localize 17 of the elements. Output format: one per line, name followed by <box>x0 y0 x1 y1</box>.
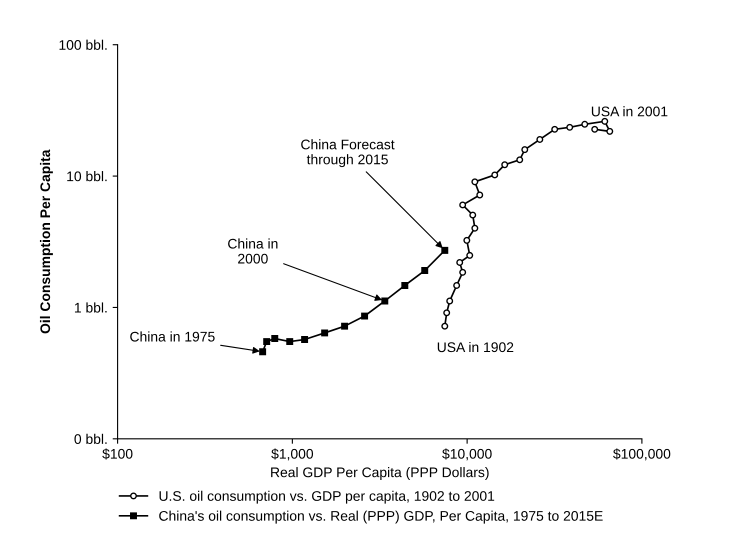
annotation: USA in 2001 <box>592 106 668 116</box>
y-tick-label: 0 bbl. <box>74 434 107 444</box>
legend-label: China's oil consumption vs. Real (PPP) GDP, Per Capita, 1975 to 2015E <box>159 510 603 524</box>
x-tick-label: $100 <box>102 448 132 460</box>
annotation: China in 1975 <box>130 331 215 342</box>
annotation: USA in 1902 <box>438 342 514 352</box>
y-axis-title: Oil Consumption Per Capita <box>40 149 53 334</box>
legend-label: U.S. oil consumption vs. GDP per capita, 1902 to 2001 <box>160 490 494 504</box>
x-tick-label: $10,000 <box>442 448 492 460</box>
x-tick-label: $100,000 <box>613 448 670 460</box>
y-tick-label: 1 bbl. <box>74 302 107 313</box>
x-axis-title: Real GDP Per Capita (PPP Dollars) <box>271 467 489 480</box>
annotation: China in 2000 <box>228 238 278 264</box>
y-tick-label: 100 bbl. <box>60 40 107 50</box>
annotation: China Forecast through 2015 <box>301 139 395 168</box>
y-tick-label: 10 bbl. <box>67 171 107 182</box>
x-tick-label: $1,000 <box>271 448 314 460</box>
